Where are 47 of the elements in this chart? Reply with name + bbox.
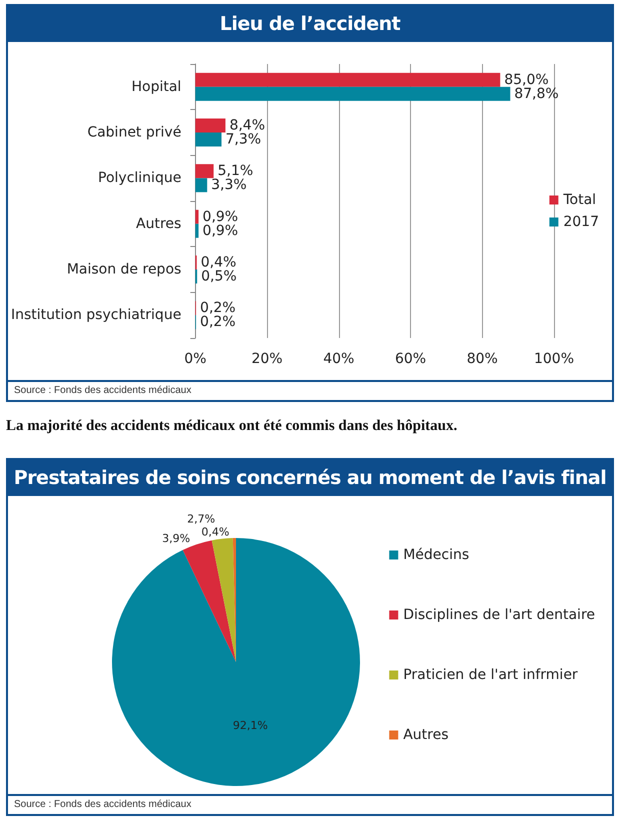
x-tick-label: 20%: [251, 351, 283, 367]
x-tick-label: 0%: [184, 351, 206, 367]
y-tick-label: Polyclinique: [98, 170, 182, 186]
data-label: 0,9%: [202, 208, 238, 225]
data-label: 7,3%: [226, 132, 262, 148]
x-tick-label: 60%: [394, 351, 426, 367]
data-label: 8,4%: [229, 118, 266, 134]
data-label: 0,4%: [201, 526, 230, 539]
y-tick-label: Maison de repos: [66, 262, 182, 278]
x-tick-label: 40%: [323, 351, 354, 367]
legend-label: Total: [562, 192, 596, 208]
y-tick-label: Hopital: [131, 78, 182, 95]
data-label: 0,5%: [201, 268, 237, 284]
data-label: 87,8%: [514, 86, 559, 102]
data-label: 85,0%: [504, 72, 549, 88]
y-tick-label: Autres: [136, 216, 182, 232]
data-label: 0,2%: [200, 300, 236, 316]
bar: [195, 86, 510, 101]
chart-title: Lieu de l’accident: [8, 6, 612, 42]
data-label: 0,2%: [200, 314, 236, 330]
x-tick-label: 100%: [534, 351, 574, 367]
chart-title: Prestataires de soins concernés au moment de l’avis final: [8, 460, 612, 496]
legend-label: Disciplines de l'art dentaire: [403, 607, 596, 623]
data-label: 3,3%: [211, 177, 247, 194]
y-tick-label: Institution psychiatrique: [10, 307, 182, 324]
bar: [195, 72, 500, 87]
data-label: 0,9%: [202, 222, 238, 239]
legend-label: Autres: [403, 727, 448, 743]
source-note: Source : Fonds des accidents médicaux: [8, 380, 612, 400]
text: La majorité des accidents médicaux ont été commis dans des hôpitaux.: [6, 418, 458, 435]
legend-label: Médecins: [403, 547, 470, 563]
data-label: 92,1%: [232, 718, 268, 732]
bar: [195, 178, 208, 192]
legend-label: 2017: [563, 214, 600, 230]
bar: [195, 210, 199, 224]
data-label: 0,4%: [200, 254, 236, 270]
bar: [195, 224, 199, 238]
data-label: 3,9%: [162, 532, 190, 546]
data-label: 5,1%: [218, 163, 254, 180]
source-note: Source : Fonds des accidents médicaux: [8, 794, 612, 814]
x-tick-label: 80%: [466, 351, 498, 367]
bar: [195, 164, 214, 178]
bar: [195, 118, 226, 132]
legend-label: Praticien de l'art infrmier: [403, 667, 578, 683]
bar: [195, 132, 222, 146]
data-label: 2,7%: [187, 512, 216, 526]
y-tick-label: Cabinet privé: [87, 124, 182, 140]
